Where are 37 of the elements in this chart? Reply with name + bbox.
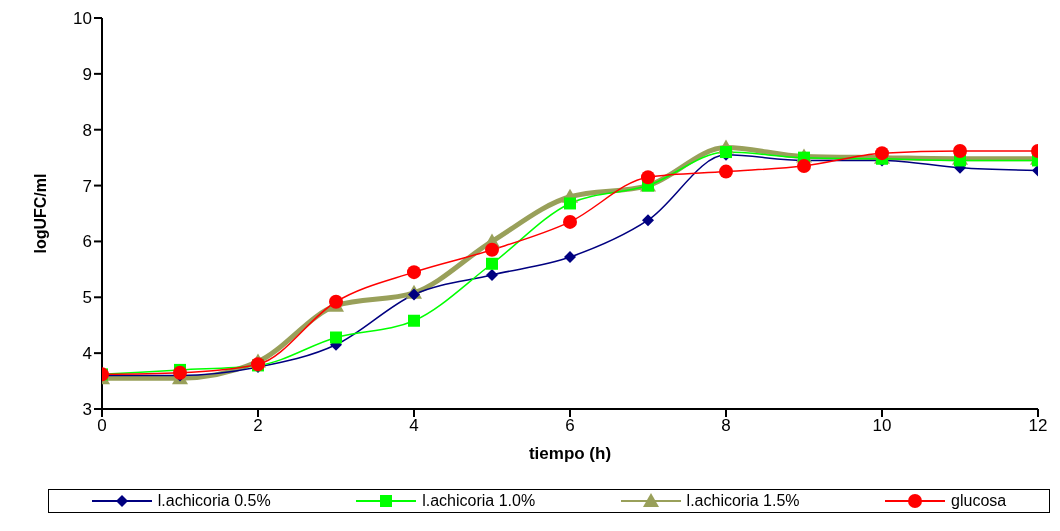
point <box>408 314 420 327</box>
point <box>408 288 420 301</box>
point <box>173 365 187 380</box>
x-tick-label: 0 <box>97 416 107 436</box>
point <box>719 164 733 179</box>
legend-label: glucosa <box>951 492 1007 510</box>
point <box>485 242 499 257</box>
point <box>486 257 498 270</box>
x-tick-label: 10 <box>872 416 892 436</box>
point <box>953 143 967 158</box>
legend-label: l.achicoria 1.0% <box>422 492 536 510</box>
y-tick-label: 5 <box>82 288 92 308</box>
y-tick-label: 4 <box>82 344 92 364</box>
y-tick-label: 9 <box>82 64 92 84</box>
point <box>797 159 811 174</box>
point <box>564 197 576 210</box>
point <box>564 251 576 264</box>
point <box>330 331 342 344</box>
x-tick-label: 8 <box>721 416 731 436</box>
y-axis-title: logUFC/ml <box>31 173 49 254</box>
point <box>641 170 655 185</box>
x-axis-title: tiempo (h) <box>528 444 612 463</box>
point <box>563 214 577 229</box>
x-tick-label: 4 <box>409 416 419 436</box>
y-tick-label: 3 <box>82 400 92 420</box>
y-tick-label: 7 <box>82 176 92 196</box>
y-tick-label: 10 <box>73 9 92 29</box>
x-tick-label: 6 <box>565 416 575 436</box>
x-tick-label: 2 <box>253 416 263 436</box>
legend-label: l.achicoria 1.5% <box>686 492 800 510</box>
y-tick-label: 6 <box>82 232 92 252</box>
point <box>407 265 421 280</box>
legend-label: l.achicoria 0.5% <box>157 492 271 510</box>
y-tick-label: 8 <box>82 120 92 140</box>
x-tick-label: 12 <box>1028 416 1048 436</box>
point <box>642 214 654 227</box>
point <box>486 268 498 281</box>
